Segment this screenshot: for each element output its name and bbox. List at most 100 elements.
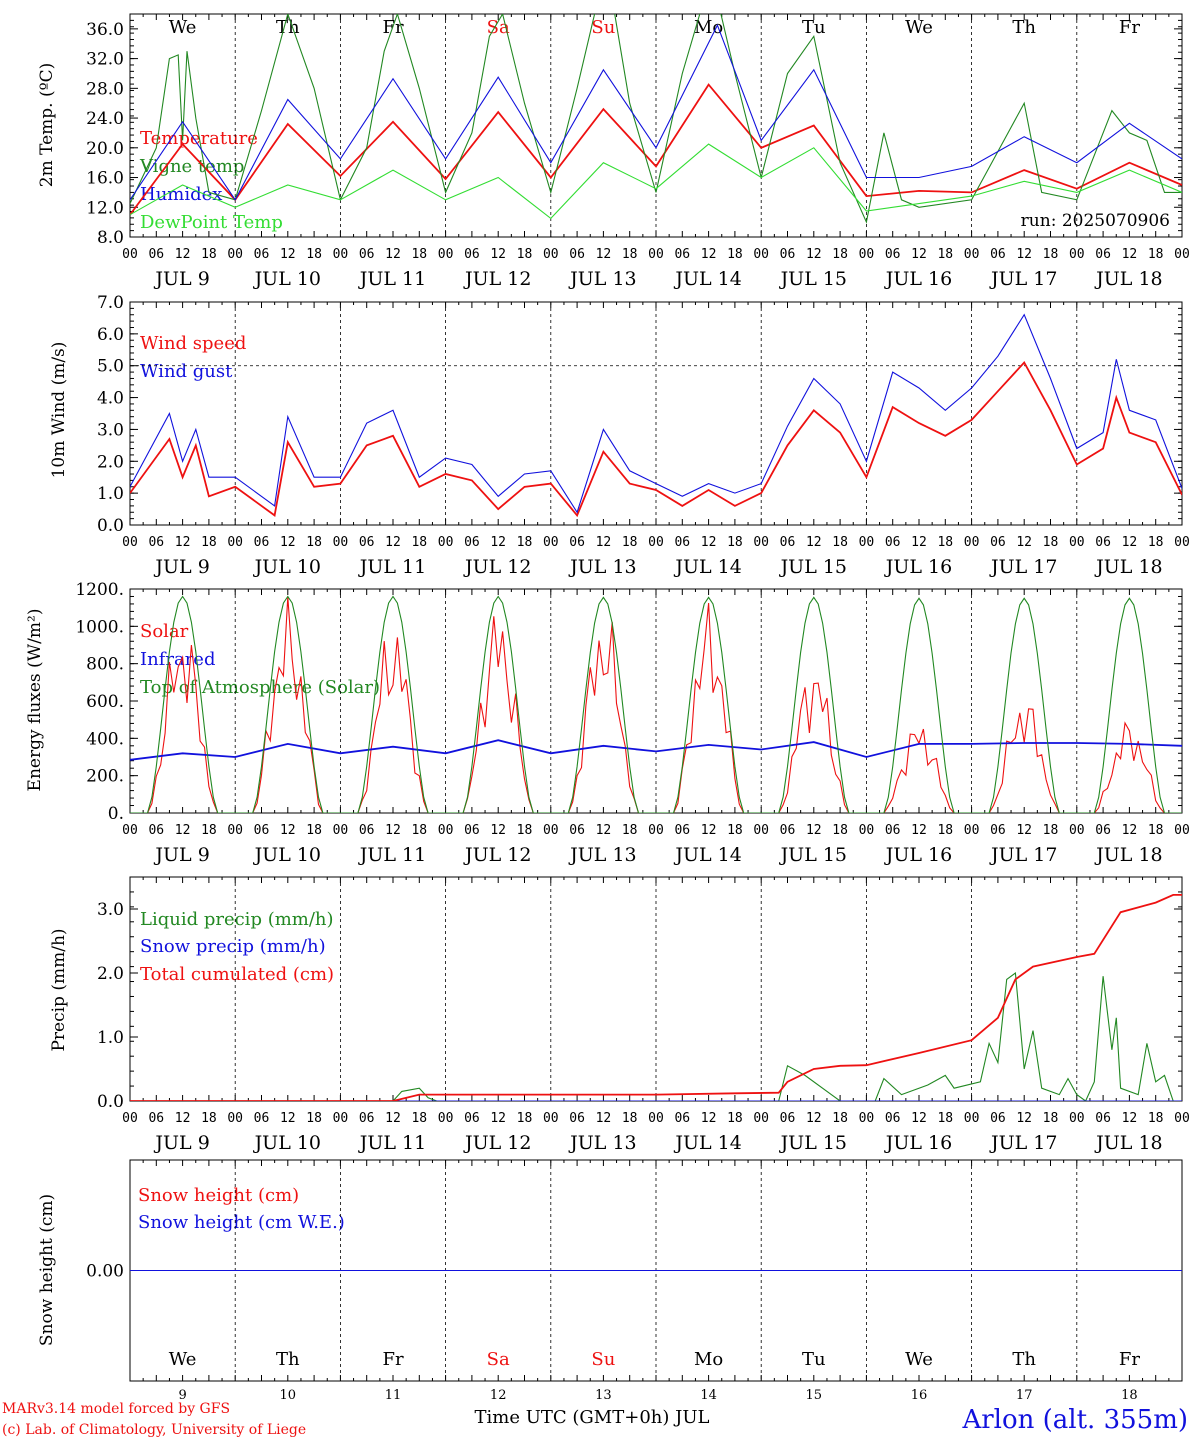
hour-tick-label: 18	[306, 1111, 322, 1126]
hour-tick-label: 18	[1148, 535, 1164, 550]
hour-tick-label: 00	[438, 535, 454, 550]
date-label: JUL 11	[358, 1132, 426, 1154]
date-label: JUL 16	[884, 844, 952, 866]
wind-panel: 10m Wind (m/s) Wind speed Wind gust 0.0 1…	[49, 293, 1190, 578]
date-label: JUL 17	[989, 556, 1057, 578]
energy-y-axis-label: Energy fluxes (W/m²)	[25, 609, 45, 792]
series-line-solar	[130, 596, 1182, 813]
hour-tick-label: 12	[701, 535, 717, 550]
hour-tick-label: 12	[596, 1111, 612, 1126]
date-label: JUL 13	[568, 556, 636, 578]
weekday-label: Th	[1012, 1349, 1036, 1370]
day-number-label: 15	[806, 1388, 823, 1403]
day-number-label: 18	[1121, 1388, 1138, 1403]
hour-tick-label: 12	[280, 247, 296, 262]
hour-tick-label: 06	[990, 1111, 1006, 1126]
day-number-label: 9	[178, 1388, 186, 1403]
y-tick-label: 8.0	[97, 228, 124, 248]
hour-tick-label: 18	[727, 1111, 743, 1126]
hour-tick-label: 18	[937, 247, 953, 262]
snow-legend-we: Snow height (cm W.E.)	[138, 1212, 345, 1233]
hour-tick-label: 18	[411, 823, 427, 838]
hour-tick-label: 06	[569, 247, 585, 262]
hour-tick-label: 12	[490, 1111, 506, 1126]
hour-tick-label: 18	[622, 823, 638, 838]
y-tick-label: 36.0	[86, 20, 124, 40]
hour-tick-label: 06	[359, 247, 375, 262]
day-number-label: 16	[911, 1388, 928, 1403]
hour-tick-label: 06	[885, 1111, 901, 1126]
snow-legend-height: Snow height (cm)	[138, 1185, 299, 1206]
hour-tick-label: 00	[964, 247, 980, 262]
weekday-label: Mo	[694, 1349, 723, 1370]
y-tick-label: 1200.	[75, 580, 124, 600]
hour-tick-label: 18	[832, 1111, 848, 1126]
hour-tick-label: 00	[122, 823, 138, 838]
y-tick-label: 20.0	[86, 139, 124, 159]
temperature-legend-dewpoint: DewPoint Temp	[140, 212, 283, 233]
hour-tick-label: 12	[701, 1111, 717, 1126]
hour-tick-label: 12	[596, 823, 612, 838]
series-line-liquid-precip-mm-h-	[130, 971, 1182, 1101]
hour-tick-label: 06	[569, 535, 585, 550]
y-tick-label: 600.	[86, 692, 124, 712]
y-tick-label: 7.0	[97, 293, 124, 313]
date-label: JUL 17	[989, 1132, 1057, 1154]
date-label: JUL 18	[1094, 844, 1162, 866]
weekday-label: Su	[591, 17, 615, 38]
wind-legend-gust: Wind gust	[140, 361, 233, 382]
y-tick-label: 0.	[108, 804, 124, 824]
hour-tick-label: 06	[464, 535, 480, 550]
hour-tick-label: 06	[780, 535, 796, 550]
hour-tick-label: 12	[490, 823, 506, 838]
hour-tick-label: 12	[280, 1111, 296, 1126]
hour-tick-label: 00	[648, 1111, 664, 1126]
weekday-label: Sa	[487, 1349, 510, 1370]
date-label: JUL 11	[358, 556, 426, 578]
hour-tick-label: 00	[122, 1111, 138, 1126]
hour-tick-label: 18	[1148, 247, 1164, 262]
weekday-label: Su	[591, 1349, 615, 1370]
wind-y-axis-label: 10m Wind (m/s)	[49, 342, 69, 479]
date-label: JUL 16	[884, 1132, 952, 1154]
hour-tick-label: 18	[727, 247, 743, 262]
hour-tick-label: 06	[254, 1111, 270, 1126]
hour-tick-label: 06	[885, 535, 901, 550]
y-tick-label: 2.0	[97, 452, 124, 472]
date-label: JUL 11	[358, 844, 426, 866]
hour-tick-label: 00	[122, 247, 138, 262]
hour-tick-label: 18	[411, 1111, 427, 1126]
date-label: JUL 14	[673, 556, 741, 578]
hour-tick-label: 06	[780, 1111, 796, 1126]
y-tick-label: 16.0	[86, 169, 124, 189]
y-tick-label: 0.0	[97, 1092, 124, 1112]
hour-tick-label: 06	[148, 1111, 164, 1126]
hour-tick-label: 00	[753, 1111, 769, 1126]
hour-tick-label: 18	[937, 823, 953, 838]
hour-tick-label: 00	[648, 823, 664, 838]
hour-tick-label: 06	[359, 823, 375, 838]
y-tick-label: 2.0	[97, 964, 124, 984]
hour-tick-label: 18	[411, 535, 427, 550]
hour-tick-label: 06	[674, 1111, 690, 1126]
hour-tick-label: 06	[569, 823, 585, 838]
hour-tick-label: 18	[201, 1111, 217, 1126]
hour-tick-label: 12	[701, 247, 717, 262]
hour-tick-label: 06	[148, 535, 164, 550]
plot-frame	[129, 588, 1183, 814]
hour-tick-label: 18	[622, 1111, 638, 1126]
y-tick-label: 32.0	[86, 50, 124, 70]
energy-panel: Energy fluxes (W/m²) Solar Infrared Top …	[25, 580, 1190, 866]
y-tick-label: 0.0	[97, 516, 124, 536]
y-tick-label: 3.0	[97, 420, 124, 440]
hour-tick-label: 12	[806, 1111, 822, 1126]
weekday-label: Th	[276, 1349, 300, 1370]
date-label: JUL 17	[989, 844, 1057, 866]
weekday-label: Fr	[382, 17, 403, 38]
hour-tick-label: 00	[859, 1111, 875, 1126]
hour-tick-label: 12	[385, 535, 401, 550]
hour-tick-label: 12	[1122, 247, 1138, 262]
date-label: JUL 18	[1094, 268, 1162, 290]
hour-tick-label: 00	[648, 247, 664, 262]
hour-tick-label: 00	[859, 535, 875, 550]
